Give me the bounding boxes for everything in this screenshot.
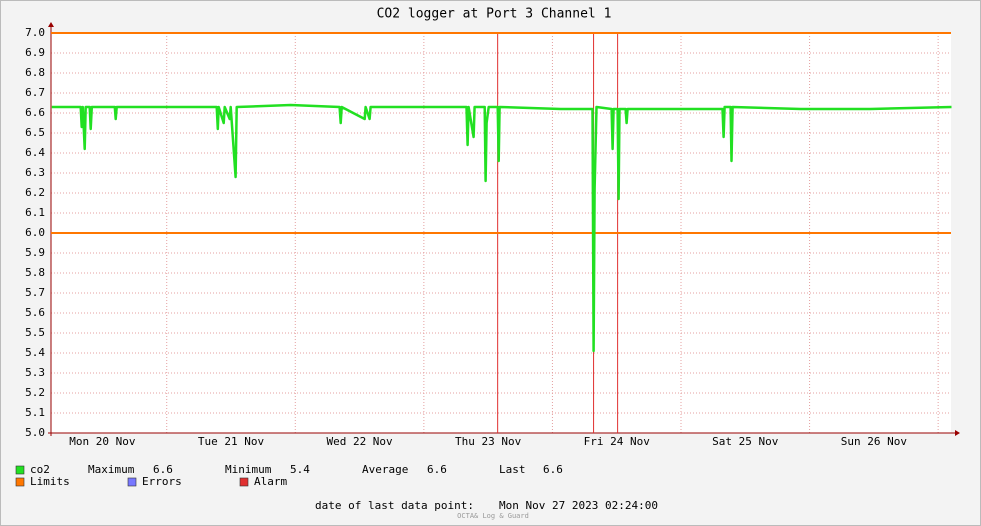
x-tick-label: Thu 23 Nov (455, 435, 522, 448)
y-tick-label: 6.7 (25, 86, 45, 99)
x-tick-label: Wed 22 Nov (326, 435, 393, 448)
legend-swatch (239, 477, 249, 487)
y-tick-label: 5.1 (25, 406, 45, 419)
y-tick-label: 5.7 (25, 286, 45, 299)
footer-date: Mon Nov 27 2023 02:24:00 (499, 499, 658, 512)
y-tick-label: 7.0 (25, 26, 45, 39)
stat-value: 5.4 (290, 463, 310, 476)
y-tick-label: 5.6 (25, 306, 45, 319)
data-line (51, 103, 952, 353)
legend-swatch (15, 477, 25, 487)
y-tick-label: 5.3 (25, 366, 45, 379)
y-axis-arrow (48, 22, 54, 27)
x-tick-label: Fri 24 Nov (584, 435, 651, 448)
y-tick-label: 6.8 (25, 66, 45, 79)
y-tick-label: 5.5 (25, 326, 45, 339)
y-tick-label: 6.0 (25, 226, 45, 239)
y-tick-label: 6.2 (25, 186, 45, 199)
x-axis-arrow (955, 430, 960, 436)
stat-label: Minimum (225, 463, 272, 476)
x-tick-label: Sat 25 Nov (712, 435, 779, 448)
chart-title: CO2 logger at Port 3 Channel 1 (377, 7, 612, 22)
y-tick-label: 6.3 (25, 166, 45, 179)
stat-value: 6.6 (427, 463, 447, 476)
x-tick-label: Sun 26 Nov (841, 435, 908, 448)
stat-value: 6.6 (543, 463, 563, 476)
watermark: OCTA& Log & Guard (457, 512, 529, 520)
y-tick-label: 5.4 (25, 346, 45, 359)
stat-label: Average (362, 463, 408, 476)
footer-label: date of last data point: (315, 499, 474, 512)
legend-swatch (127, 477, 137, 487)
y-tick-label: 6.6 (25, 106, 45, 119)
stat-value: 6.6 (153, 463, 173, 476)
legend-label: Alarm (254, 475, 287, 488)
x-tick-label: Tue 21 Nov (198, 435, 265, 448)
legend-label: Limits (30, 475, 70, 488)
y-tick-label: 5.0 (25, 426, 45, 439)
y-tick-label: 5.2 (25, 386, 45, 399)
legend-swatch (15, 465, 25, 475)
y-tick-label: 5.9 (25, 246, 45, 259)
y-tick-label: 6.9 (25, 46, 45, 59)
legend-label: Errors (142, 475, 182, 488)
y-tick-label: 6.1 (25, 206, 45, 219)
y-tick-label: 6.5 (25, 126, 45, 139)
y-tick-label: 5.8 (25, 266, 45, 279)
x-tick-label: Mon 20 Nov (69, 435, 136, 448)
legend-label: co2 (30, 463, 50, 476)
stat-label: Maximum (88, 463, 135, 476)
stat-label: Last (499, 463, 526, 476)
y-tick-label: 6.4 (25, 146, 45, 159)
